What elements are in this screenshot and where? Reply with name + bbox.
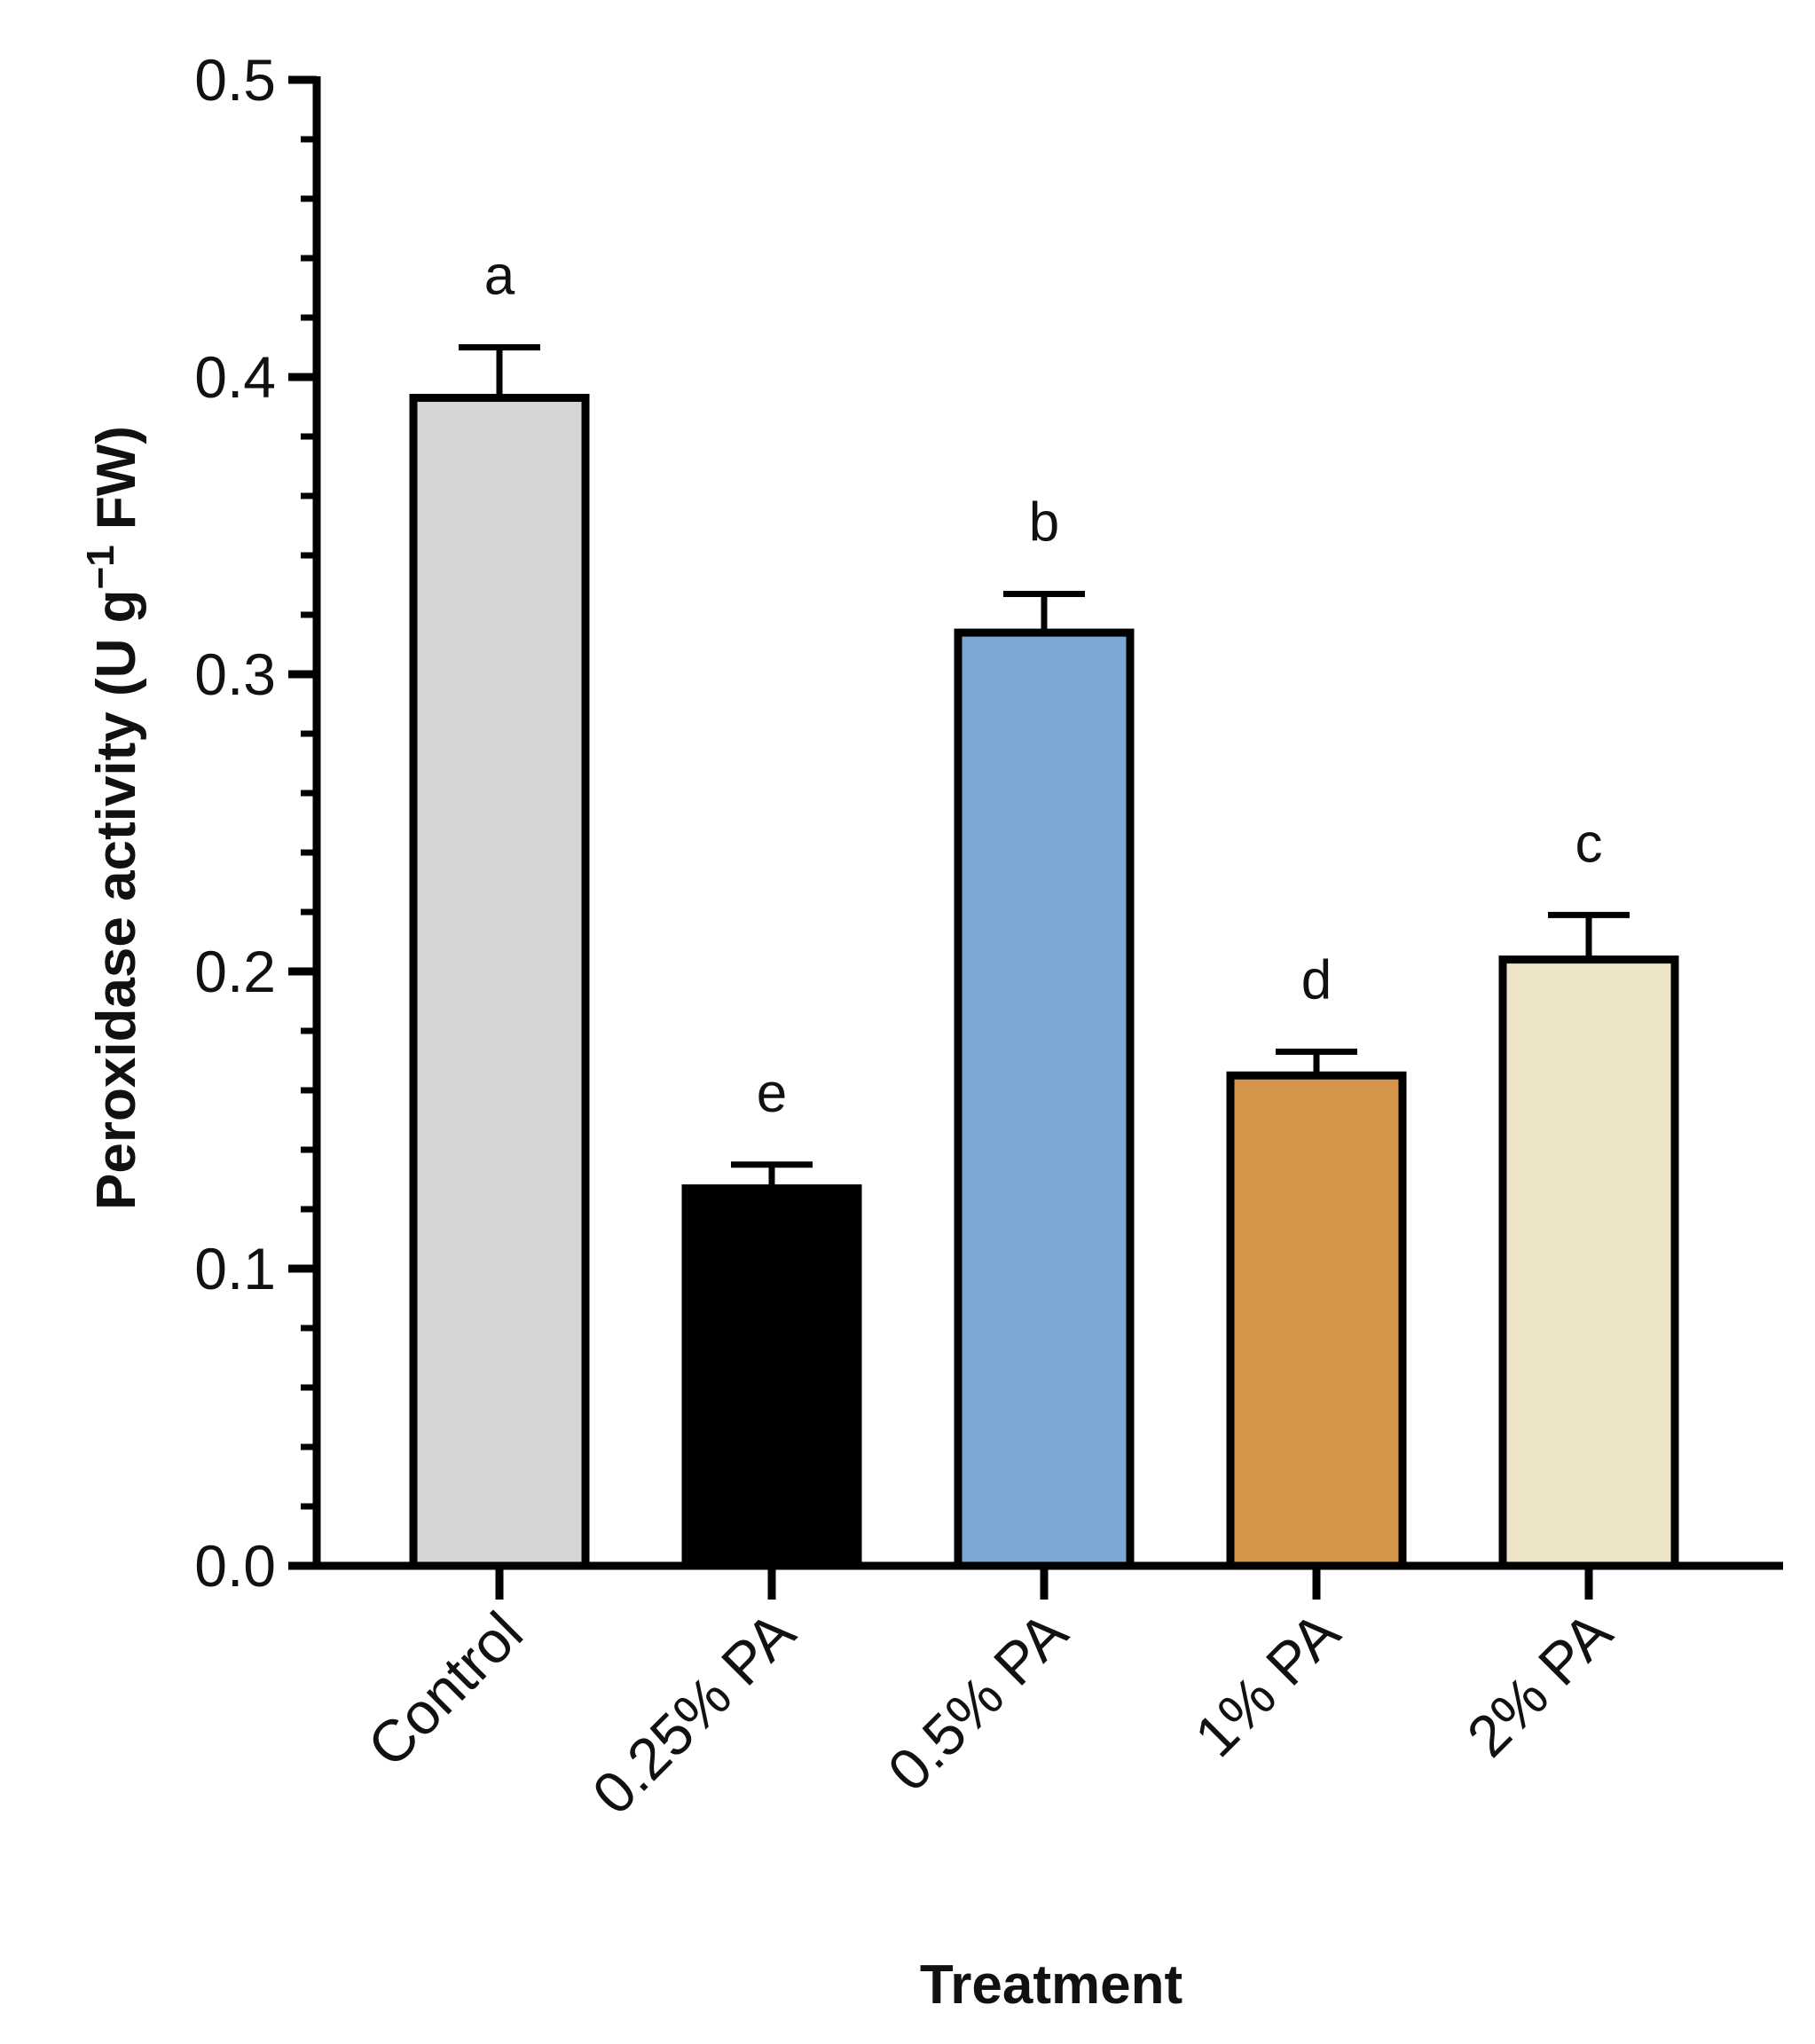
- significance-label: e: [757, 1063, 787, 1124]
- y-axis-title: Peroxidase activity (U g−1 FW): [79, 426, 147, 1210]
- error-bars-layer: [459, 344, 1630, 1189]
- significance-label: a: [484, 246, 515, 307]
- x-tick-label: 0.5% PA: [875, 1600, 1079, 1804]
- significance-label: b: [1029, 492, 1059, 554]
- bar: [681, 1184, 862, 1570]
- x-tick-label: Control: [355, 1600, 535, 1780]
- bar: [409, 393, 590, 1570]
- y-axis-title-main: Peroxidase activity (U g: [86, 589, 147, 1210]
- significance-label: d: [1301, 949, 1332, 1010]
- y-tick-label: 0.3: [194, 641, 276, 707]
- y-tick-label: 0.2: [194, 939, 276, 1004]
- bar: [954, 628, 1135, 1570]
- ticks-layer: [288, 75, 1593, 1600]
- y-tick-label: 0.5: [194, 47, 276, 113]
- y-tick-label: 0.1: [194, 1236, 276, 1301]
- x-axis-title: Treatment: [920, 1954, 1182, 2016]
- bar: [1226, 1071, 1407, 1570]
- bars-layer: [409, 393, 1679, 1570]
- significance-label: c: [1575, 813, 1603, 874]
- x-tick-label: 1% PA: [1182, 1600, 1352, 1770]
- bar: [1498, 955, 1679, 1570]
- y-axis-title-superscript: −1: [79, 545, 122, 589]
- y-axis-title-end: FW): [86, 426, 147, 545]
- labels-layer: 0.0 0.1 0.2 0.3 0.4 0.5 a Control e 0.25% PA b 0.5%…: [194, 47, 1624, 1827]
- y-tick-label: 0.4: [194, 344, 276, 410]
- y-tick-label: 0.0: [194, 1533, 276, 1599]
- x-tick-label: 0.25% PA: [579, 1600, 806, 1827]
- x-tick-label: 2% PA: [1454, 1600, 1624, 1770]
